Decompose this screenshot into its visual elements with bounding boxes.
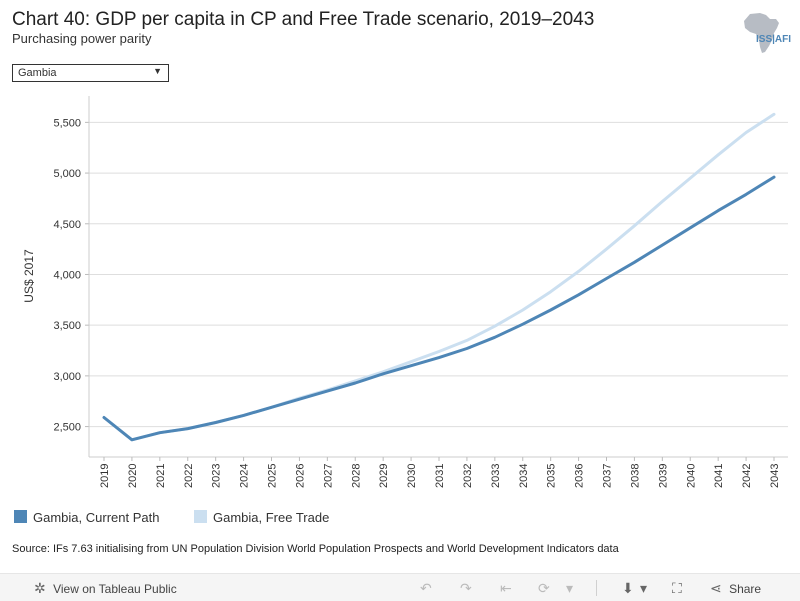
tableau-icon: ✲ <box>34 580 46 596</box>
x-tick-label: 2026 <box>294 464 306 488</box>
logo-text: ISS|AFI <box>756 34 791 45</box>
download-icon[interactable]: ⬇ <box>622 580 634 596</box>
grid-lines <box>85 121 788 428</box>
y-tick-label: 2,500 <box>53 422 81 434</box>
redo-icon[interactable]: ↷ <box>460 580 472 596</box>
y-tick-labels: 2,500 3,000 3,500 4,000 4,500 5,000 5,500 <box>53 117 81 433</box>
x-tick-label: 2034 <box>518 464 530 488</box>
series-line-gambia-current-path[interactable] <box>102 175 776 442</box>
x-tick-label: 2042 <box>741 464 753 488</box>
legend-swatch-current-path <box>14 510 27 523</box>
x-tick-label: 2036 <box>574 464 586 488</box>
x-tick-label: 2033 <box>490 464 502 488</box>
y-tick-label: 5,500 <box>53 117 81 129</box>
x-tick-label: 2032 <box>462 464 474 488</box>
x-tick-label: 2041 <box>713 464 725 488</box>
country-filter-dropdown[interactable]: Gambia ▼ <box>12 64 169 82</box>
x-tick-label: 2019 <box>99 464 111 488</box>
line-chart: 2,500 3,000 3,500 4,000 4,500 5,000 5,500 2019… <box>22 96 788 488</box>
x-tick-label: 2021 <box>155 464 167 488</box>
x-tick-label: 2031 <box>434 464 446 488</box>
x-tick-label: 2030 <box>406 464 418 488</box>
africa-map-icon <box>744 13 779 53</box>
x-tick-label: 2027 <box>322 464 334 488</box>
x-tick-label: 2037 <box>602 464 614 488</box>
x-tick-label: 2028 <box>350 464 362 488</box>
view-on-tableau-label: View on Tableau Public <box>53 582 177 596</box>
legend-label-current-path: Gambia, Current Path <box>33 510 160 525</box>
view-on-tableau-link[interactable]: ✲ View on Tableau Public <box>34 580 177 597</box>
y-tick-label: 3,000 <box>53 371 81 383</box>
iss-africa-logo: ISS|AFI <box>736 12 794 56</box>
legend-swatch-free-trade <box>194 510 207 523</box>
x-tick-label: 2035 <box>546 464 558 488</box>
series-lines <box>102 112 776 442</box>
legend-item-free-trade[interactable]: Gambia, Free Trade <box>194 510 329 525</box>
chart-title: Chart 40: GDP per capita in CP and Free … <box>12 9 595 30</box>
x-tick-label: 2022 <box>183 464 195 488</box>
country-filter-value: Gambia <box>18 67 57 79</box>
x-tick-label: 2025 <box>267 464 279 488</box>
revert-icon[interactable]: ⇤ <box>500 580 512 596</box>
share-label: Share <box>729 582 762 596</box>
series-line-gambia-free-trade[interactable] <box>102 112 776 442</box>
x-tick-label: 2039 <box>657 464 669 488</box>
y-tick-label: 4,000 <box>53 269 81 281</box>
x-tick-label: 2023 <box>211 464 223 488</box>
x-tick-labels: 2019 2020 2021 2022 2023 2024 2025 2026 2027 2028… <box>99 457 781 488</box>
chart-subtitle: Purchasing power parity <box>12 31 152 46</box>
legend-item-current-path[interactable]: Gambia, Current Path <box>14 510 159 525</box>
undo-icon[interactable]: ↶ <box>420 580 432 596</box>
x-tick-label: 2043 <box>769 464 781 488</box>
download-dropdown-icon[interactable]: ▾ <box>640 580 648 596</box>
x-tick-label: 2040 <box>685 464 697 488</box>
refresh-icon[interactable]: ⟳ <box>538 580 550 596</box>
y-tick-label: 5,000 <box>53 168 81 180</box>
chevron-down-icon: ▼ <box>153 66 162 76</box>
tableau-toolbar: ✲ View on Tableau Public ↶ ↷ ⇤ ⟳ ▾ ⬇ ▾ ⛶… <box>0 573 800 601</box>
source-note: Source: IFs 7.63 initialising from UN Po… <box>12 543 619 555</box>
share-button[interactable]: ⋖ Share <box>710 580 761 597</box>
share-icon: ⋖ <box>710 580 722 596</box>
y-axis-title: US$ 2017 <box>22 249 36 303</box>
x-tick-label: 2038 <box>629 464 641 488</box>
legend-label-free-trade: Gambia, Free Trade <box>213 510 330 525</box>
x-tick-label: 2024 <box>239 464 251 488</box>
refresh-dropdown-icon[interactable]: ▾ <box>566 580 574 596</box>
toolbar-divider <box>596 580 597 596</box>
x-tick-label: 2029 <box>378 464 390 488</box>
y-tick-label: 4,500 <box>53 219 81 231</box>
y-tick-label: 3,500 <box>53 320 81 332</box>
x-tick-label: 2020 <box>127 464 139 488</box>
fullscreen-icon[interactable]: ⛶ <box>672 580 682 596</box>
